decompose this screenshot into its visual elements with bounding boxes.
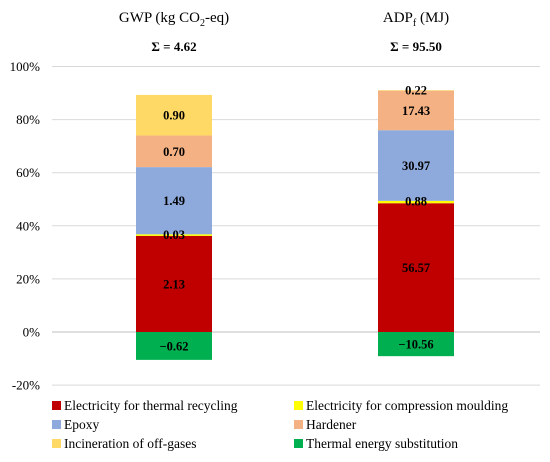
legend-swatch — [52, 401, 61, 410]
y-tick-label: 60% — [16, 165, 40, 180]
data-label: −10.56 — [398, 338, 433, 352]
bar-segment — [378, 203, 454, 332]
legend-swatch — [294, 420, 303, 429]
y-axis-ticks: -20% 0% 20% 40% 60% 80% 100% — [10, 59, 41, 393]
legend-swatch — [294, 439, 303, 448]
data-label: 0.70 — [163, 145, 185, 159]
bar-segment — [378, 90, 454, 131]
y-tick-label: 0% — [23, 325, 41, 340]
y-tick-label: -20% — [12, 378, 40, 393]
legend: Electricity for thermal recycling Electri… — [52, 398, 508, 451]
total-label: Σ = 4.62 — [151, 39, 196, 54]
gridlines — [52, 66, 540, 386]
data-label: 0.22 — [405, 84, 427, 98]
data-label: 0.90 — [163, 109, 185, 123]
bar-segment — [136, 234, 212, 236]
legend-label: Incineration of off-gases — [64, 436, 196, 451]
bar-segment — [136, 332, 212, 360]
bar-segment — [136, 94, 212, 136]
data-label: 0.03 — [163, 228, 185, 242]
bar-segment — [378, 332, 454, 357]
category-title: ADPf (MJ) — [383, 10, 449, 29]
legend-label: Epoxy — [64, 417, 99, 432]
data-label: −0.62 — [160, 339, 189, 353]
category-title: GWP (kg CO2-eq) — [119, 10, 229, 29]
category-titles: GWP (kg CO2-eq) Σ = 4.62 ADPf (MJ) Σ = 95.5… — [119, 10, 449, 54]
bar-segment — [136, 135, 212, 168]
y-tick-label: 40% — [16, 218, 40, 233]
y-tick-label: 20% — [16, 271, 40, 286]
data-label: 0.88 — [405, 194, 427, 208]
bar-segment — [136, 235, 212, 332]
legend-swatch — [52, 439, 61, 448]
legend-swatch — [52, 420, 61, 429]
bar-segment — [378, 200, 454, 204]
y-tick-label: 80% — [16, 112, 40, 127]
legend-swatch — [294, 401, 303, 410]
bar-segment — [136, 167, 212, 235]
bars — [136, 90, 454, 360]
data-labels: 2.13 0.03 1.49 0.70 0.90 −0.62 56.57 0.88 30.97 1… — [160, 84, 434, 354]
bar-segment — [378, 90, 454, 91]
data-label: 17.43 — [402, 104, 430, 118]
y-tick-label: 100% — [10, 59, 41, 74]
bar-segment — [378, 130, 454, 201]
legend-label: Hardener — [306, 417, 357, 432]
data-label: 56.57 — [402, 261, 430, 275]
legend-label: Thermal energy substitution — [306, 436, 458, 451]
legend-label: Electricity for thermal recycling — [64, 398, 238, 413]
legend-label: Electricity for compression moulding — [306, 398, 508, 413]
data-label: 2.13 — [163, 277, 185, 291]
total-label: Σ = 95.50 — [390, 39, 442, 54]
data-label: 1.49 — [163, 194, 185, 208]
data-label: 30.97 — [402, 159, 430, 173]
